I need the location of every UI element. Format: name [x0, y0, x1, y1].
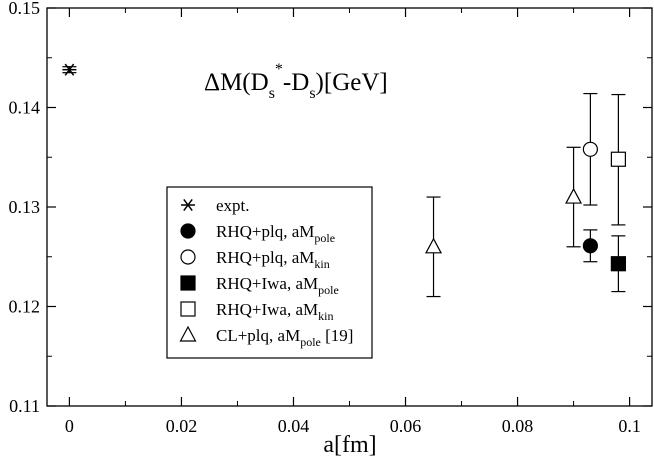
legend-label-text: RHQ+Iwa, aM	[216, 300, 318, 319]
x-tick-label: 0.06	[390, 416, 422, 436]
legend-item: RHQ+plq, aMpole	[180, 222, 335, 245]
marker-asterisk-stroke	[183, 198, 193, 212]
series	[582, 229, 598, 263]
marker-triangle-open	[179, 325, 197, 342]
marker-triangle-open	[565, 187, 583, 204]
data-point	[582, 238, 598, 254]
marker-asterisk-stroke	[64, 63, 75, 76]
series	[62, 63, 77, 76]
legend-label-subscript: kin	[314, 257, 329, 271]
series	[610, 235, 626, 293]
x-tick-label: 0.08	[502, 416, 534, 436]
series	[582, 92, 598, 206]
data-markers	[62, 63, 626, 298]
legend-label-text: CL+plq, aM	[216, 326, 300, 345]
legend-label: RHQ+Iwa, aMpole	[216, 274, 339, 297]
marker-triangle-open	[425, 237, 443, 254]
legend-label-text: RHQ+Iwa, aM	[216, 274, 318, 293]
series	[425, 146, 583, 298]
data-point	[582, 141, 598, 157]
y-tick-label: 0.12	[9, 297, 41, 317]
legend-item: CL+plq, aMpole [19]	[179, 325, 353, 349]
legend-label-subscript: pole	[318, 283, 339, 297]
legend-label: CL+plq, aMpole [19]	[216, 326, 353, 349]
x-axis-label: a[fm]	[323, 432, 376, 458]
legend-label: RHQ+Iwa, aMkin	[216, 300, 333, 323]
legend-label: RHQ+plq, aMpole	[216, 222, 335, 245]
data-point	[62, 63, 77, 76]
legend-label-subscript: kin	[318, 309, 333, 323]
legend-box	[166, 186, 373, 359]
x-tick-label: 0.04	[278, 416, 310, 436]
x-tick-label: 0.02	[166, 416, 198, 436]
data-point	[610, 151, 626, 167]
legend-label-subscript: pole	[314, 231, 335, 245]
y-tick-label: 0.11	[9, 396, 40, 416]
legend-label-text: expt.	[216, 196, 250, 215]
marker-circle-filled	[582, 238, 598, 254]
marker-circle-open	[180, 249, 196, 265]
legend-item: RHQ+plq, aMkin	[180, 248, 330, 271]
y-tick-label: 0.14	[9, 98, 41, 118]
legend-item: RHQ+Iwa, aMkin	[180, 300, 333, 323]
y-tick-label: 0.15	[9, 0, 41, 18]
legend-label-subscript: pole	[300, 335, 321, 349]
legend-label-suffix: [19]	[321, 326, 354, 345]
legend-item: RHQ+Iwa, aMpole	[180, 274, 339, 297]
marker-square-open	[180, 301, 196, 317]
data-point	[610, 256, 626, 272]
legend-label: RHQ+plq, aMkin	[216, 248, 330, 271]
marker-circle-open	[582, 141, 598, 157]
legend-label-text: RHQ+plq, aM	[216, 222, 314, 241]
legend-label: expt.	[216, 196, 250, 215]
marker-square-filled	[180, 275, 196, 291]
marker-circle-filled	[180, 223, 196, 239]
marker-square-open	[610, 151, 626, 167]
chart-title: ΔM(Ds*-Ds)[GeV]	[204, 61, 388, 102]
data-point	[565, 187, 583, 204]
data-point	[425, 237, 443, 254]
legend-label-text: RHQ+plq, aM	[216, 248, 314, 267]
axes: 0 0.02 0.04 0.06 0.08 0.1 0.11 0.12 0.13 0.14 0.15	[9, 0, 652, 436]
x-tick-label: 0	[65, 416, 74, 436]
legend-item: expt.	[181, 196, 250, 215]
x-tick-label: 0.1	[618, 416, 641, 436]
series	[610, 93, 626, 226]
y-tick-label: 0.13	[9, 197, 41, 217]
marker-square-filled	[610, 256, 626, 272]
